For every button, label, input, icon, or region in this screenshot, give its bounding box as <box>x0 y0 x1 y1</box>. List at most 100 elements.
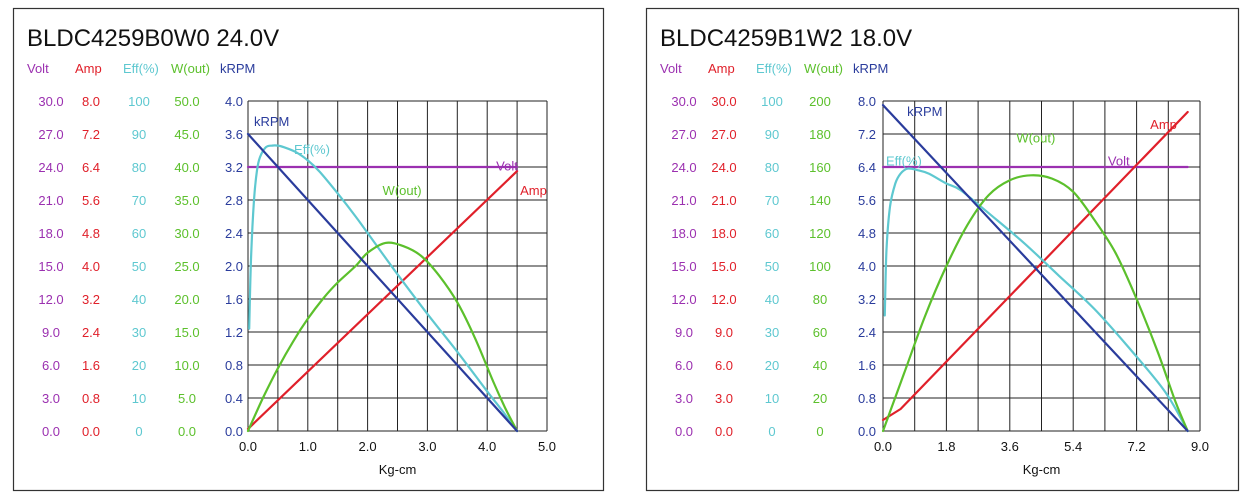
series-annotation: Amp <box>1150 117 1177 132</box>
x-tick-label: 0.0 <box>239 439 257 454</box>
axis-header-amp: Amp <box>75 61 102 76</box>
y-tick-label: 2.0 <box>225 259 243 274</box>
y-tick-label: 24.0 <box>711 160 736 175</box>
y-tick-label: 12.0 <box>711 292 736 307</box>
y-tick-label: 1.6 <box>225 292 243 307</box>
series-annotation: Volt <box>496 158 518 173</box>
y-tick-label: 8.0 <box>82 94 100 109</box>
y-tick-label: 20 <box>132 358 146 373</box>
y-tick-label: 6.0 <box>42 358 60 373</box>
y-tick-label: 10 <box>765 391 779 406</box>
y-tick-label: 20 <box>765 358 779 373</box>
y-tick-label: 0 <box>135 424 142 439</box>
axis-header-eff: Eff(%) <box>756 61 792 76</box>
y-tick-label: 30.0 <box>711 94 736 109</box>
y-tick-label: 0.0 <box>225 424 243 439</box>
y-tick-label: 0 <box>768 424 775 439</box>
y-tick-label: 30 <box>765 325 779 340</box>
axis-header-wout: W(out) <box>804 61 843 76</box>
series-annotation: Amp <box>520 183 547 198</box>
y-tick-label: 40 <box>132 292 146 307</box>
y-tick-label: 40 <box>765 292 779 307</box>
x-tick-label: 5.4 <box>1064 439 1082 454</box>
y-tick-label: 27.0 <box>38 127 63 142</box>
y-tick-label: 3.0 <box>715 391 733 406</box>
x-tick-label: 1.8 <box>937 439 955 454</box>
x-axis-label: Kg-cm <box>379 462 417 477</box>
y-tick-label: 21.0 <box>671 193 696 208</box>
y-tick-label: 60 <box>132 226 146 241</box>
y-tick-label: 50 <box>132 259 146 274</box>
x-tick-label: 4.0 <box>478 439 496 454</box>
y-tick-label: 60 <box>765 226 779 241</box>
axis-header-krpm: kRPM <box>853 61 888 76</box>
y-tick-label: 15.0 <box>671 259 696 274</box>
y-tick-label: 9.0 <box>675 325 693 340</box>
y-tick-label: 24.0 <box>38 160 63 175</box>
y-tick-label: 140 <box>809 193 831 208</box>
y-tick-label: 25.0 <box>174 259 199 274</box>
y-tick-label: 3.2 <box>858 292 876 307</box>
axis-header-volt: Volt <box>27 61 49 76</box>
x-tick-label: 3.0 <box>418 439 436 454</box>
series-line-amp <box>246 170 519 430</box>
y-tick-label: 4.8 <box>858 226 876 241</box>
y-tick-label: 50.0 <box>174 94 199 109</box>
y-tick-label: 0.0 <box>715 424 733 439</box>
series-annotation: kRPM <box>254 114 289 129</box>
y-tick-label: 5.6 <box>858 193 876 208</box>
y-tick-label: 120 <box>809 226 831 241</box>
y-tick-label: 5.0 <box>178 391 196 406</box>
series-annotation: W(out) <box>1016 130 1055 145</box>
y-tick-label: 2.4 <box>82 325 100 340</box>
y-tick-label: 18.0 <box>38 226 63 241</box>
x-tick-label: 7.2 <box>1128 439 1146 454</box>
y-tick-label: 15.0 <box>711 259 736 274</box>
y-tick-label: 6.4 <box>82 160 100 175</box>
y-tick-label: 30.0 <box>38 94 63 109</box>
y-tick-label: 40 <box>813 358 827 373</box>
y-tick-label: 27.0 <box>711 127 736 142</box>
y-tick-label: 15.0 <box>38 259 63 274</box>
panel-frame <box>645 7 1240 492</box>
y-tick-label: 0.4 <box>225 391 243 406</box>
y-tick-label: 0.8 <box>858 391 876 406</box>
x-tick-label: 2.0 <box>359 439 377 454</box>
y-tick-label: 0.0 <box>858 424 876 439</box>
y-tick-label: 21.0 <box>711 193 736 208</box>
y-tick-label: 1.6 <box>858 358 876 373</box>
y-tick-label: 12.0 <box>671 292 696 307</box>
y-tick-label: 4.8 <box>82 226 100 241</box>
series-annotation: W(out) <box>383 183 422 198</box>
y-tick-label: 2.4 <box>225 226 243 241</box>
series-line-wout <box>881 174 1189 433</box>
x-tick-label: 9.0 <box>1191 439 1209 454</box>
series-line-wout <box>246 241 519 433</box>
axis-header-wout: W(out) <box>171 61 210 76</box>
x-tick-label: 1.0 <box>299 439 317 454</box>
y-tick-label: 6.0 <box>715 358 733 373</box>
y-tick-label: 0.0 <box>82 424 100 439</box>
series-line-eff <box>248 144 519 433</box>
y-tick-label: 30 <box>132 325 146 340</box>
y-tick-label: 9.0 <box>715 325 733 340</box>
axis-header-volt: Volt <box>660 61 682 76</box>
series-annotation: Eff(%) <box>886 153 922 168</box>
y-tick-label: 7.2 <box>858 127 876 142</box>
y-tick-label: 3.2 <box>225 160 243 175</box>
y-tick-label: 0.8 <box>225 358 243 373</box>
y-tick-label: 40.0 <box>174 160 199 175</box>
y-tick-label: 80 <box>132 160 146 175</box>
y-tick-label: 4.0 <box>225 94 243 109</box>
y-tick-label: 6.4 <box>858 160 876 175</box>
y-tick-label: 24.0 <box>671 160 696 175</box>
y-tick-label: 2.8 <box>225 193 243 208</box>
series-annotation: Volt <box>1108 153 1130 168</box>
y-tick-label: 20 <box>813 391 827 406</box>
y-tick-label: 5.6 <box>82 193 100 208</box>
y-tick-label: 200 <box>809 94 831 109</box>
series-group <box>246 132 519 433</box>
y-tick-label: 3.0 <box>675 391 693 406</box>
y-tick-label: 30.0 <box>671 94 696 109</box>
